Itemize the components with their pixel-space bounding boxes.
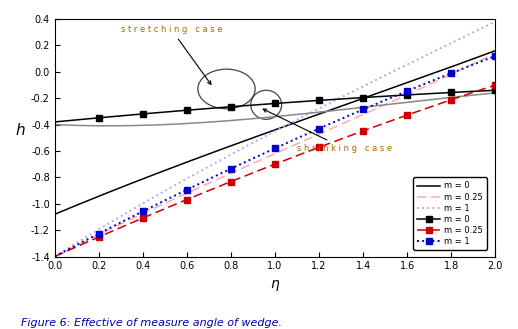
Text: s h r i n k i n g   c a s e: s h r i n k i n g c a s e [263, 109, 392, 153]
Legend: m = 0, m = 0.25, m = 1, m = 0, m = 0.25, m = 1: m = 0, m = 0.25, m = 1, m = 0, m = 0.25,… [413, 177, 487, 250]
Text: Figure 6: Effective of measure angle of wedge.: Figure 6: Effective of measure angle of … [21, 318, 282, 328]
Y-axis label: h: h [15, 123, 25, 138]
Text: s t r e t c h i n g   c a s e: s t r e t c h i n g c a s e [121, 25, 222, 84]
X-axis label: η: η [270, 277, 279, 291]
